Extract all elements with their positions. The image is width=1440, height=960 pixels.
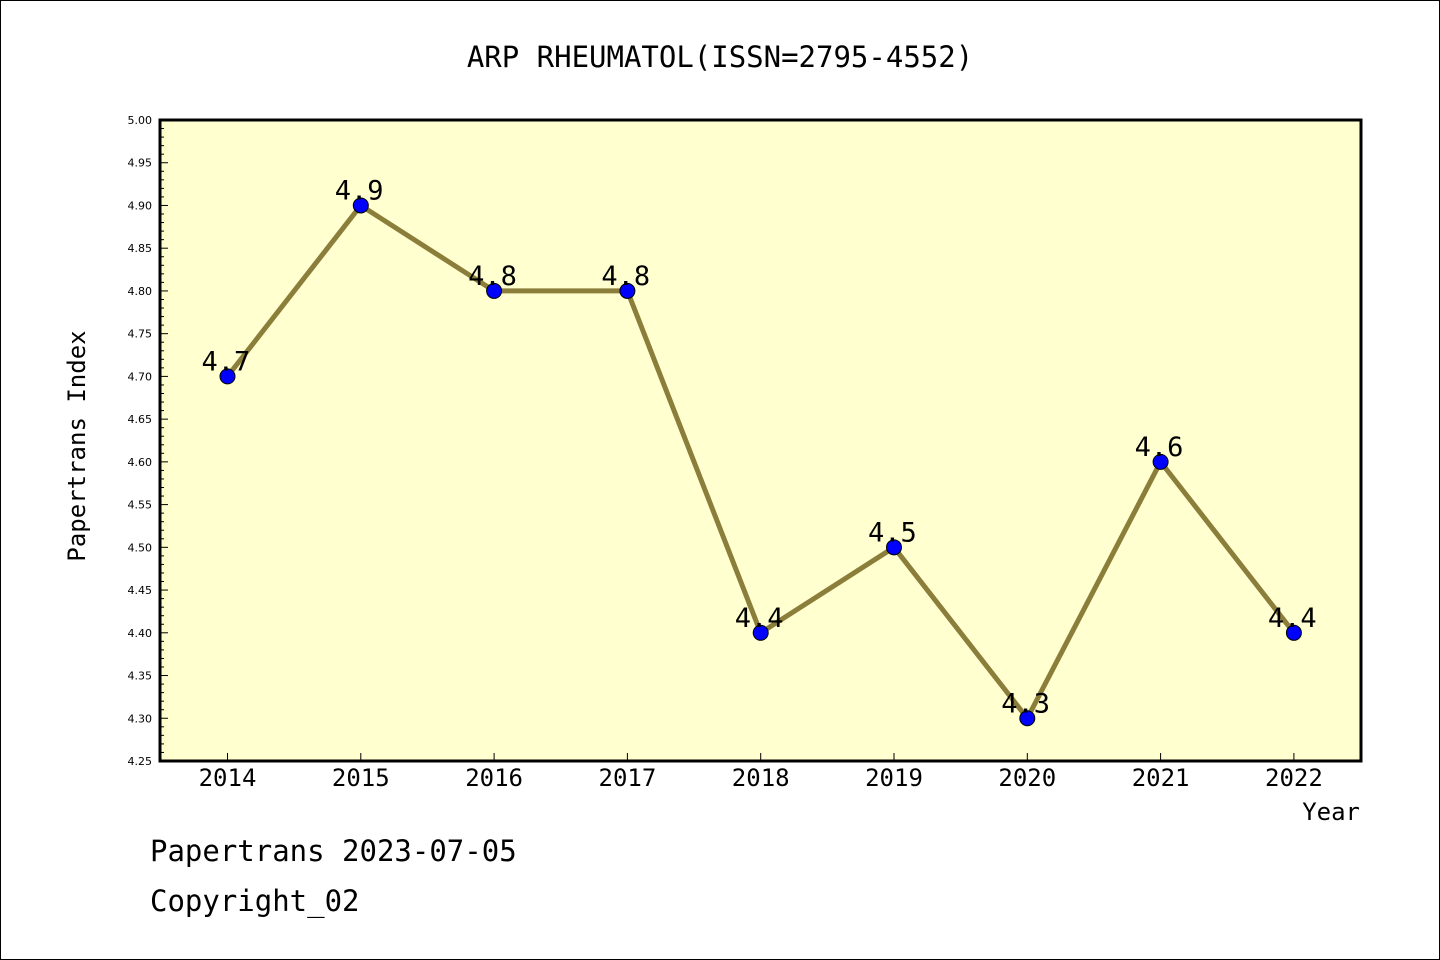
data-label-group: 4.7 4.9 4.8 4.8 4.4 4.5 4.3 4.6 4.4 (202, 175, 1317, 719)
plot-area (158, 118, 1363, 763)
x-tick-label: 2019 (865, 764, 923, 792)
data-label: 4.8 (601, 261, 650, 292)
data-point-group (219, 197, 1302, 727)
y-tick-label: 4.55 (128, 499, 153, 512)
data-label: 4.9 (335, 175, 384, 206)
x-axis-label: Year (1302, 798, 1360, 826)
data-label: 4.7 (202, 346, 251, 377)
x-tick-label: 2021 (1132, 764, 1190, 792)
data-point (752, 624, 769, 641)
data-label: 4.4 (735, 603, 784, 634)
data-point (1019, 710, 1036, 727)
x-tick-label: 2022 (1265, 764, 1323, 792)
x-tick-label: 2017 (599, 764, 657, 792)
data-label: 4.3 (1001, 688, 1050, 719)
y-tick-label: 4.40 (128, 627, 153, 640)
data-point (219, 368, 236, 385)
data-point (886, 539, 902, 556)
data-point (352, 197, 369, 214)
y-tick-label: 4.65 (128, 413, 153, 426)
data-point (1285, 624, 1302, 641)
y-tick-label: 4.50 (128, 541, 153, 554)
data-label: 4.4 (1268, 603, 1317, 634)
y-tick-label: 4.90 (128, 199, 153, 212)
y-axis: 4.25 4.30 4.35 4.40 4.45 4.50 4.55 4.60 4.65 4.70… (128, 114, 168, 768)
y-tick-label: 4.80 (128, 285, 153, 298)
y-tick-label: 4.45 (128, 584, 153, 597)
y-tick-label: 4.70 (128, 370, 153, 383)
x-axis: 2014 2015 2016 2017 2018 2019 2020 2021 2022 (199, 753, 1323, 792)
data-label: 4.6 (1135, 432, 1184, 463)
y-tick-label: 4.85 (128, 242, 153, 255)
footer-copyright-text: Copyright_02 (150, 884, 360, 918)
y-tick-label: 4.95 (128, 157, 153, 170)
x-tick-label: 2018 (732, 764, 790, 792)
x-tick-label: 2014 (199, 764, 257, 792)
y-tick-label: 4.25 (128, 755, 153, 768)
x-tick-label: 2016 (465, 764, 523, 792)
data-label: 4.8 (468, 261, 517, 292)
y-axis-label: Papertrans Index (63, 330, 91, 561)
x-tick-label: 2020 (998, 764, 1056, 792)
y-tick-label: 4.30 (128, 712, 153, 725)
data-point (486, 282, 503, 299)
x-tick-label: 2015 (332, 764, 390, 792)
chart-title: ARP RHEUMATOL(ISSN=2795-4552) (467, 40, 973, 74)
y-tick-label: 5.00 (128, 114, 153, 127)
y-tick-label: 4.60 (128, 456, 153, 469)
data-label: 4.5 (868, 517, 917, 548)
data-point (1152, 453, 1169, 470)
footer-date-text: Papertrans 2023-07-05 (150, 834, 517, 868)
y-tick-label: 4.35 (128, 670, 153, 683)
data-point (619, 282, 636, 299)
y-tick-label: 4.75 (128, 328, 153, 341)
